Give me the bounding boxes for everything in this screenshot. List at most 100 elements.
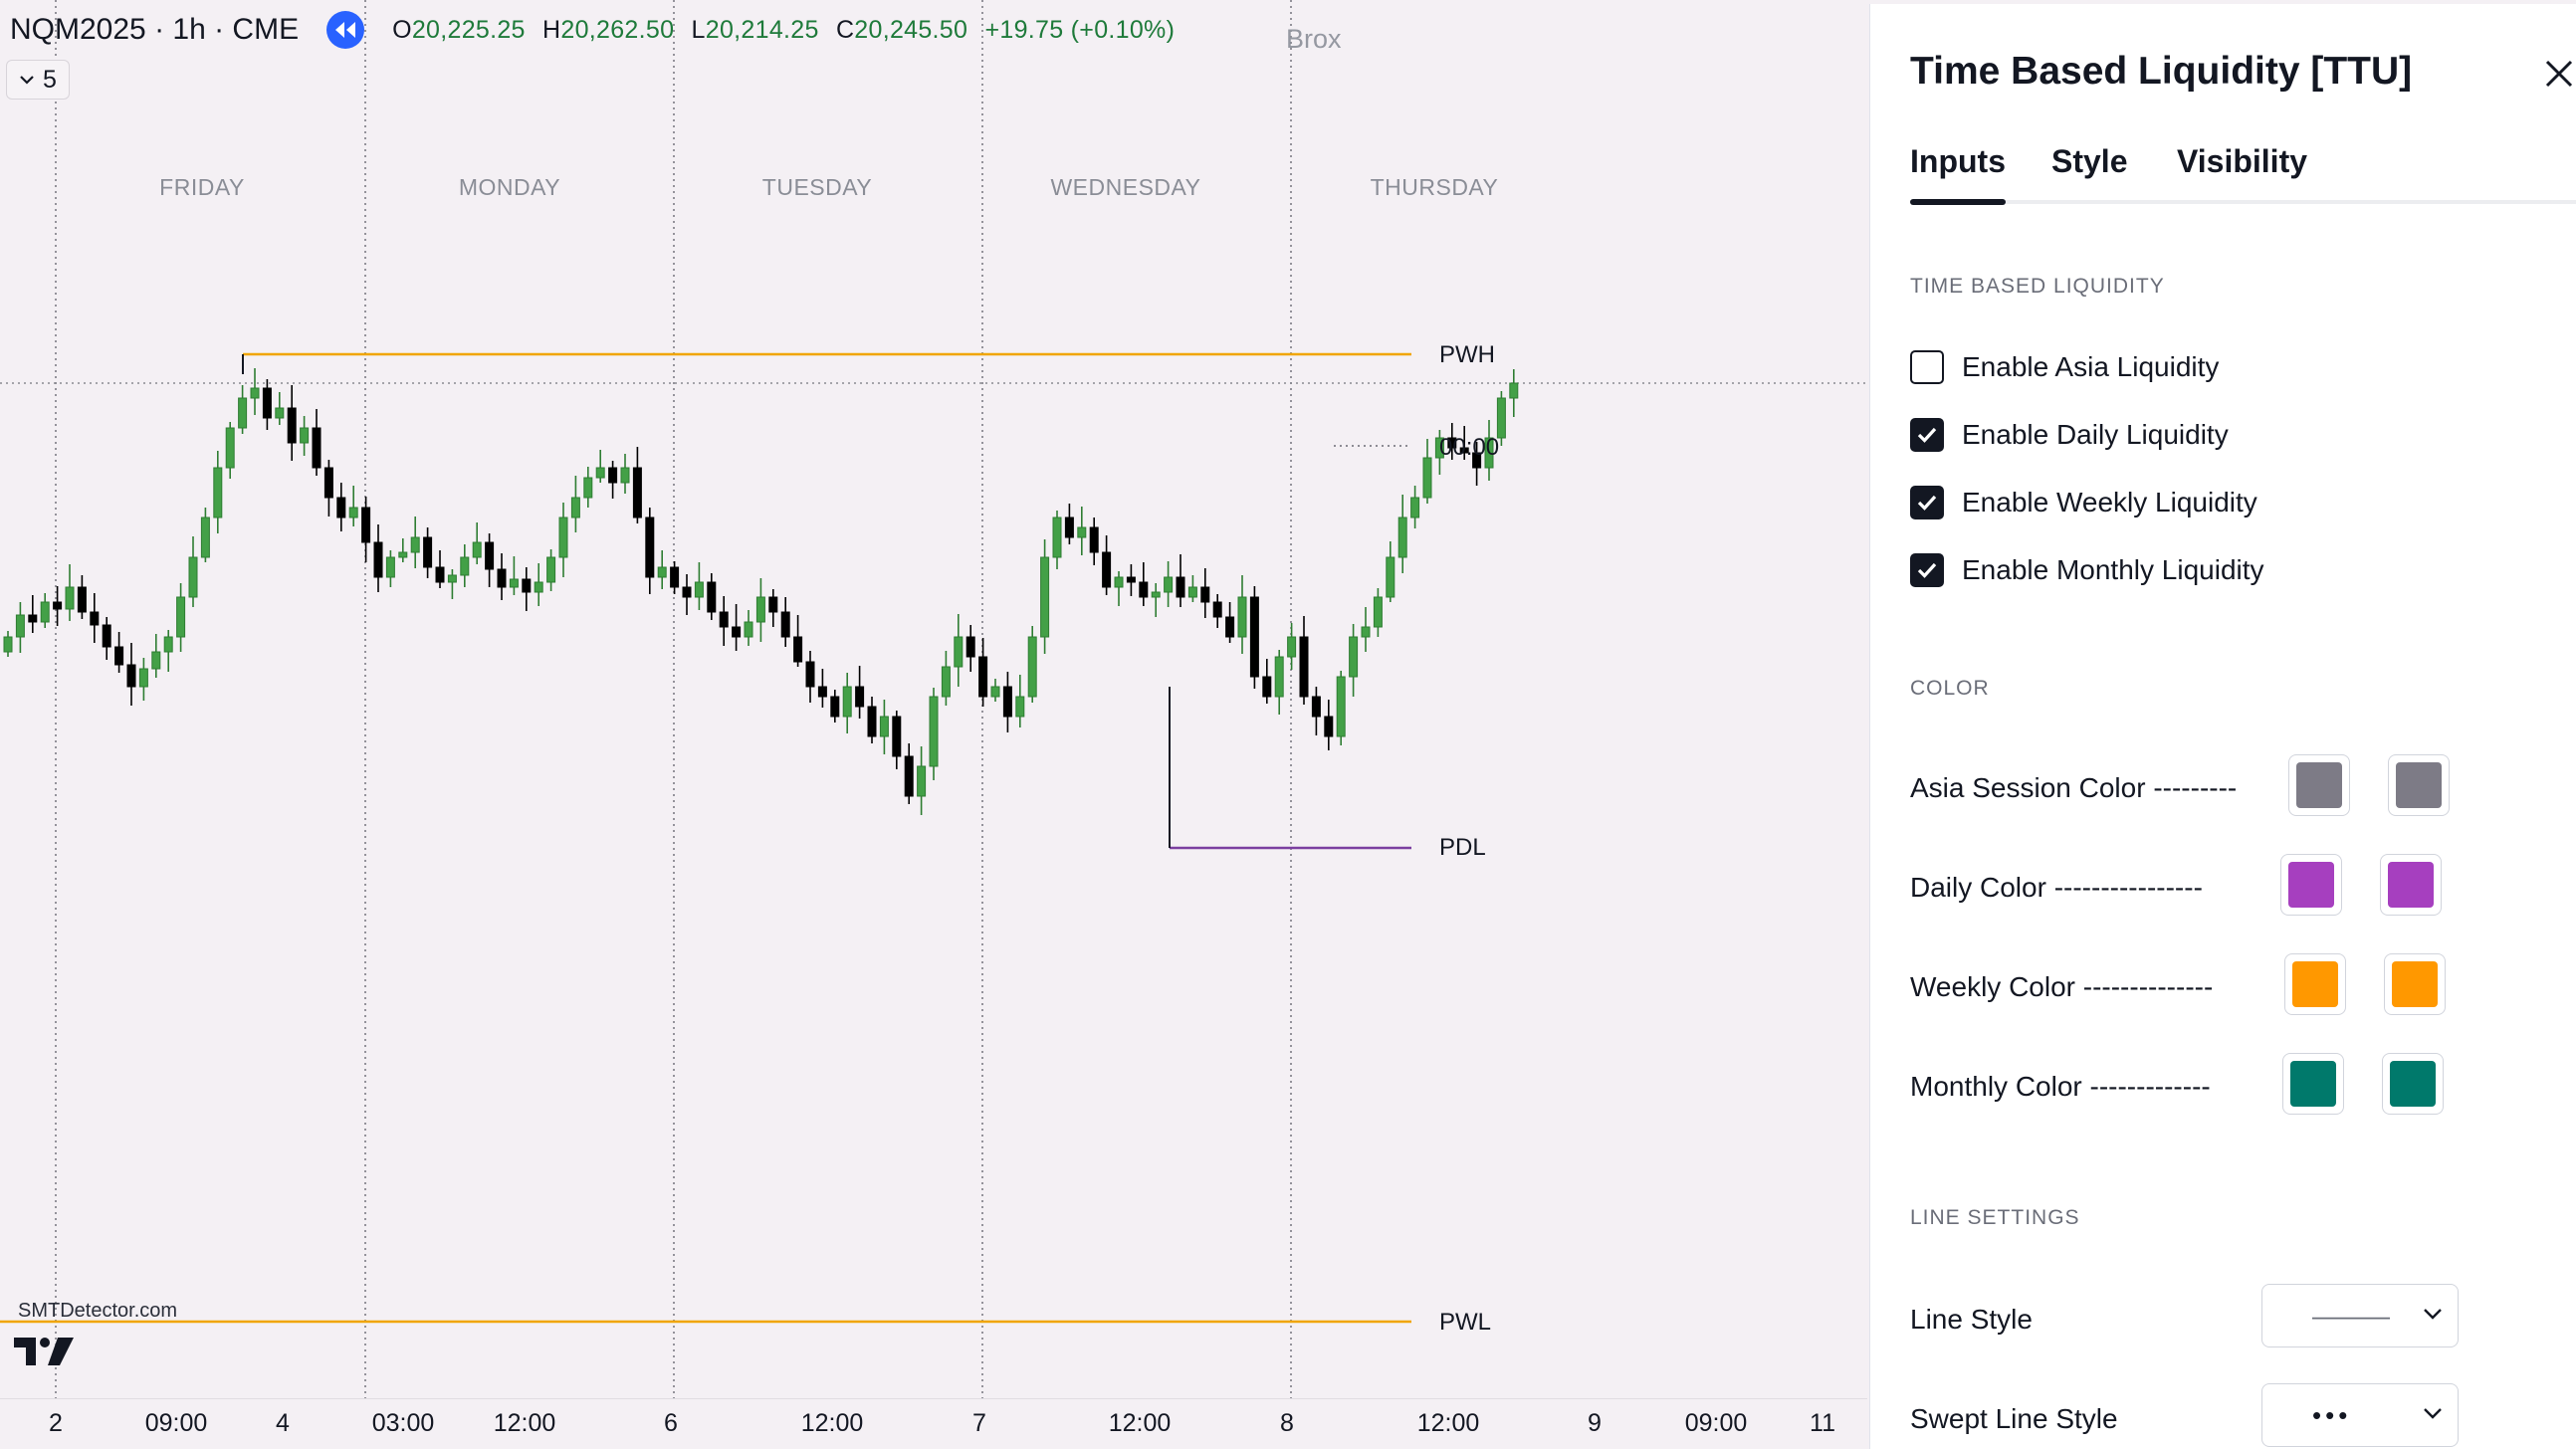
tab-visibility[interactable]: Visibility (2177, 143, 2308, 179)
candle-body (385, 556, 395, 578)
candle-body (151, 651, 161, 670)
swept-line-style-select[interactable]: ••• (2261, 1383, 2459, 1447)
tab-style[interactable]: Style (2051, 143, 2128, 179)
candle-body (300, 427, 310, 444)
color-swatch-monthly-1[interactable] (2282, 1053, 2344, 1115)
day-label-wednesday: WEDNESDAY (1050, 174, 1201, 200)
chevron-down-icon (20, 76, 34, 85)
candle-body (435, 566, 445, 583)
replay-rewind-icon[interactable] (326, 11, 365, 49)
color-swatch-monthly-2[interactable] (2382, 1053, 2444, 1115)
section-time-based-liquidity: TIME BASED LIQUIDITY (1910, 275, 2165, 298)
candle-body (780, 611, 790, 638)
candle-body (1373, 596, 1383, 628)
line-style-label: Line Style (1910, 1304, 2033, 1335)
candle-body (3, 636, 13, 653)
color-swatch-asia-2[interactable] (2388, 754, 2450, 816)
indicators-toggle[interactable]: 5 (6, 60, 70, 100)
color-label-weekly: Weekly Color -------------- (1910, 971, 2214, 1002)
candle-body (460, 556, 470, 576)
candle-body (213, 467, 223, 518)
candle-body (15, 614, 25, 638)
watermark-text: SMTDetector.com (18, 1300, 178, 1322)
candle-body (410, 536, 420, 553)
candle-body (250, 387, 260, 399)
candle-body (1126, 576, 1136, 583)
ohlc-change: +19.75 (+0.10%) (984, 15, 1176, 44)
candle-body (670, 566, 680, 588)
tab-inputs[interactable]: Inputs (1910, 143, 2006, 179)
chevron-down-icon (2424, 1309, 2442, 1320)
candle-body (1212, 601, 1222, 618)
day-label-friday: FRIDAY (159, 174, 245, 200)
time-axis[interactable]: 2 09:00 4 03:00 12:00 6 12:00 7 12:00 8 … (0, 1398, 1867, 1449)
candle-body (1225, 616, 1235, 638)
checkbox-daily[interactable] (1910, 418, 1944, 452)
candle-body (40, 601, 50, 623)
candle-body (90, 611, 100, 626)
candle-body (645, 517, 655, 578)
time-tick: 6 (664, 1409, 678, 1437)
candle-body (978, 656, 988, 698)
candle-body (879, 716, 889, 737)
candle-body (1015, 696, 1025, 718)
candle-body (1002, 686, 1012, 718)
candle-body (1349, 636, 1359, 678)
checkbox-row-weekly[interactable]: Enable Weekly Liquidity (1910, 483, 2257, 522)
close-icon[interactable] (2539, 54, 2576, 94)
candle-body (558, 517, 568, 558)
checkbox-label: Enable Daily Liquidity (1962, 419, 2229, 450)
checkbox-weekly[interactable] (1910, 486, 1944, 519)
candle-body (1237, 596, 1247, 638)
chart-area[interactable]: NQM2025 · 1h · CME O20,225.25 H20,262.50… (0, 0, 1867, 1449)
candle-body (1176, 576, 1185, 598)
level-label-pwl: PWL (1439, 1309, 1492, 1336)
price-chart[interactable] (0, 0, 1867, 1398)
ohlc-readout: O20,225.25 H20,262.50 L20,214.25 C20,245… (392, 16, 1175, 45)
color-swatch-daily-1[interactable] (2280, 854, 2342, 916)
candle-body (312, 427, 322, 469)
candle-body (755, 596, 765, 623)
time-tick: 09:00 (144, 1409, 208, 1437)
candle-body (1287, 636, 1297, 658)
swatch-fill (2390, 1061, 2436, 1107)
candle-body (1151, 591, 1161, 598)
day-label-thursday: THURSDAY (1370, 174, 1499, 200)
checkbox-monthly[interactable] (1910, 553, 1944, 587)
checkbox-row-asia[interactable]: Enable Asia Liquidity (1910, 347, 2219, 387)
candle-body (855, 686, 865, 708)
candle-body (595, 467, 605, 479)
candle-body (732, 626, 742, 638)
candle-body (398, 551, 408, 558)
candle-body (1472, 452, 1482, 469)
candle-body (1200, 586, 1210, 603)
candle-body (200, 517, 210, 558)
candle-body (917, 765, 927, 797)
candle-body (287, 407, 297, 444)
candle-body (608, 467, 618, 484)
color-label-asia: Asia Session Color --------- (1910, 772, 2238, 803)
candle-body (1114, 576, 1124, 588)
color-swatch-weekly-1[interactable] (2284, 953, 2346, 1015)
time-tick: 9 (1588, 1409, 1602, 1437)
select-value: ——— (2312, 1301, 2390, 1331)
candle-body (522, 578, 532, 593)
active-tab-indicator (1910, 199, 2006, 205)
checkbox-asia[interactable] (1910, 350, 1944, 384)
candle-body (1509, 382, 1519, 399)
candle-body (1139, 581, 1149, 598)
time-tick: 7 (972, 1409, 986, 1437)
checkbox-row-monthly[interactable]: Enable Monthly Liquidity (1910, 550, 2264, 590)
symbol-title[interactable]: NQM2025 · 1h · CME (10, 13, 300, 46)
checkbox-row-daily[interactable]: Enable Daily Liquidity (1910, 415, 2229, 455)
candle-body (65, 586, 75, 610)
candle-body (793, 636, 803, 663)
candle-body (1434, 437, 1444, 459)
line-style-select[interactable]: ——— (2261, 1284, 2459, 1347)
ohlc-open: O20,225.25 (392, 15, 526, 44)
candle-body (768, 596, 778, 613)
color-swatch-asia-1[interactable] (2288, 754, 2350, 816)
time-tick: 4 (276, 1409, 290, 1437)
color-swatch-daily-2[interactable] (2380, 854, 2442, 916)
color-swatch-weekly-2[interactable] (2384, 953, 2446, 1015)
